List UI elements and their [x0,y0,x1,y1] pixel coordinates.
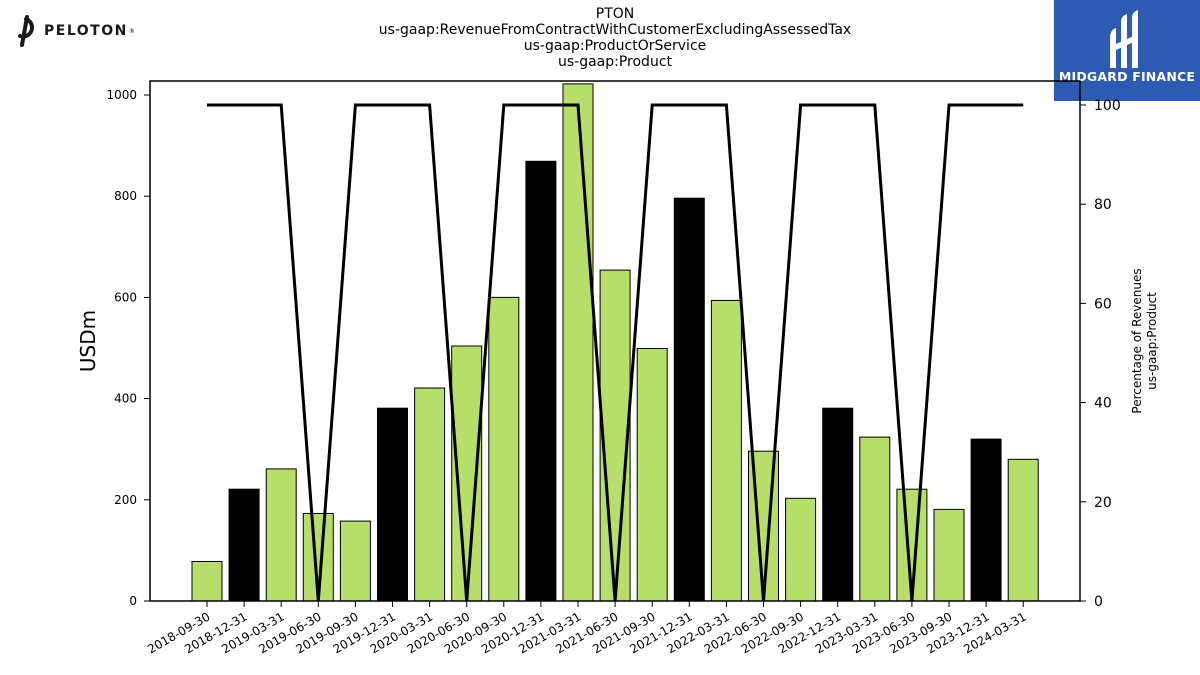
bar [228,488,260,602]
right-tick-label: 20 [1094,495,1112,511]
left-axis: 0 200 400 600 800 1000 [106,88,150,608]
right-tick-label: 60 [1094,296,1112,312]
title-axis: us-gaap:ProductOrService [523,38,707,54]
bar [859,436,891,602]
right-tick-label: 80 [1094,197,1112,213]
left-tick-label: 200 [114,493,137,507]
right-axis-label-line2: us-gaap:Product [1145,292,1159,390]
x-axis: 2018-09-302018-12-312019-03-312019-06-30… [145,601,1029,656]
bar [377,407,408,602]
bar [1007,458,1039,602]
bar [636,348,668,602]
bar [599,269,631,602]
peloton-mark-icon [18,15,34,47]
bar [265,468,297,602]
peloton-wordmark: PELOTON [44,23,128,39]
left-tick-label: 600 [114,290,137,304]
bar [525,160,557,602]
left-tick-label: 0 [129,594,137,608]
bar [191,561,223,602]
right-tick-label: 100 [1094,98,1121,114]
left-tick-label: 400 [114,392,137,406]
title-ticker: PTON [595,6,635,22]
bar [970,438,1002,602]
bar [339,520,371,602]
midgard-wordmark: MIDGARD FINANCE [1058,69,1196,84]
bar [933,508,965,602]
chart-title: PTON us-gaap:RevenueFromContractWithCust… [280,6,950,70]
bar [414,387,446,602]
title-member: us-gaap:Product [557,54,673,70]
y-axis-label: USDm [76,310,100,372]
midgard-mark-icon [1110,10,1138,68]
right-tick-label: 0 [1094,594,1103,610]
right-axis-label-line1: Percentage of Revenues [1130,268,1144,413]
midgard-finance-logo: MIDGARD FINANCE [1054,0,1200,101]
right-tick-label: 40 [1094,396,1112,412]
bar [822,407,854,602]
left-tick-label: 800 [114,189,137,203]
left-tick-label: 1000 [106,88,137,102]
bar-series [191,83,1039,602]
peloton-trademark: ® [128,27,135,35]
bar [710,299,742,602]
bar [785,497,817,602]
bar [673,197,705,602]
right-axis: 0 20 40 60 80 100 [1080,98,1121,610]
bar [562,83,594,602]
bar [488,296,520,602]
title-concept: us-gaap:RevenueFromContractWithCustomerE… [378,22,852,38]
peloton-logo: PELOTON ® [14,14,135,48]
